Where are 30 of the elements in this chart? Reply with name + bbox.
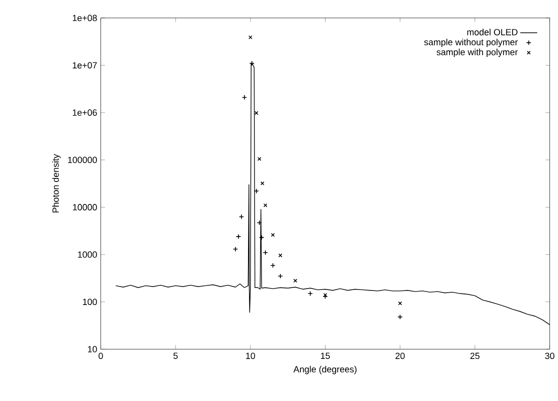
- x-tick-label: 25: [470, 352, 480, 360]
- x-tick-label: 10: [246, 352, 256, 360]
- y-tick-label: 100: [83, 298, 97, 306]
- point: [270, 232, 275, 237]
- point: [278, 253, 282, 258]
- x-tick-label: 30: [545, 352, 554, 360]
- point: [270, 262, 276, 268]
- x-tick-label: 0: [98, 352, 103, 360]
- x-axis-title: Angle (degrees): [293, 366, 356, 374]
- point: [262, 250, 268, 256]
- y-tick-label: 100000: [68, 156, 97, 164]
- point: [259, 234, 264, 240]
- y-tick-label: 10000: [73, 204, 97, 210]
- y-axis-title: Photon density: [52, 154, 61, 212]
- point: [293, 278, 298, 283]
- legend-label: model OLED: [467, 28, 518, 36]
- y-tick-label: 1e+08: [72, 14, 97, 22]
- point: [397, 314, 403, 320]
- legend-label: sample without polymer: [424, 38, 518, 48]
- y-tick-label: 1e+07: [72, 62, 97, 68]
- y-tick-label: 1000: [78, 251, 97, 258]
- y-tick-label: 1e+06: [72, 109, 97, 116]
- point: [257, 156, 262, 161]
- x-tick-label: 20: [396, 352, 405, 360]
- legend-label: sample with polymer: [436, 48, 518, 57]
- x-tick-label: 15: [320, 352, 330, 359]
- point: [236, 234, 242, 240]
- x-tick-label: 5: [173, 352, 178, 359]
- point: [254, 188, 259, 194]
- y-tick-label: 10: [88, 346, 97, 352]
